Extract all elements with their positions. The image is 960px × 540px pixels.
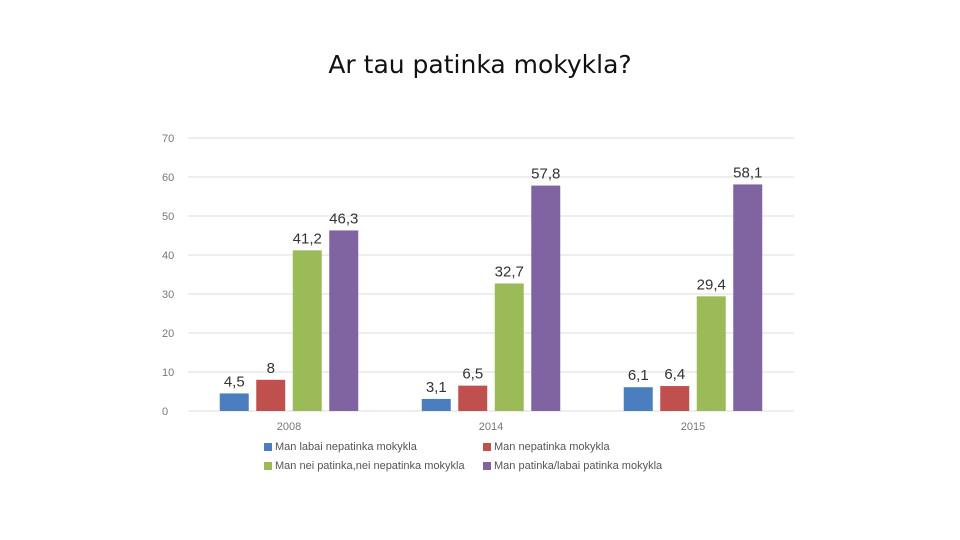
y-tick-label: 70	[162, 133, 174, 145]
bar	[733, 184, 763, 411]
bar	[696, 296, 726, 411]
data-label: 6,4	[664, 366, 685, 383]
x-tick-label: 2008	[277, 421, 301, 433]
bar	[256, 379, 286, 411]
y-tick-label: 30	[162, 289, 174, 301]
bar	[329, 230, 359, 411]
bar	[660, 386, 690, 411]
legend-swatch	[483, 443, 491, 452]
legend-label: Man labai nepatinka mokykla	[275, 441, 417, 454]
bar	[421, 398, 451, 411]
y-tick-label: 20	[162, 328, 174, 340]
legend-swatch	[264, 462, 272, 471]
bar	[219, 393, 249, 411]
legend-item: Man nei patinka,nei nepatinka mokykla	[264, 460, 465, 472]
y-axis-ticks: 0 10 20 30 40 50 60 70	[162, 133, 174, 418]
data-label: 8	[267, 360, 275, 377]
data-label: 4,5	[224, 373, 245, 390]
bars	[219, 184, 763, 411]
bar	[623, 387, 653, 411]
slide-title: Ar tau patinka mokykla?	[328, 50, 632, 79]
x-tick-label: 2014	[479, 421, 503, 433]
data-label: 32,7	[495, 263, 524, 280]
legend-item: Man nepatinka mokykla	[483, 441, 610, 453]
gridlines	[188, 137, 794, 412]
y-tick-label: 10	[162, 367, 174, 379]
y-tick-label: 60	[162, 172, 174, 184]
bar	[292, 250, 322, 411]
data-label: 29,4	[697, 276, 726, 293]
data-label: 58,1	[733, 164, 762, 181]
bar	[494, 283, 524, 411]
legend-swatch	[483, 462, 491, 471]
data-labels: 4,5 8 41,2 46,3 3,1 6,5 32,7 57,8 6,1 6,4 29,4 58,1	[224, 164, 763, 396]
data-label: 57,8	[531, 166, 560, 183]
data-label: 41,2	[293, 230, 322, 247]
legend-item: Man patinka/labai patinka mokykla	[483, 460, 662, 472]
legend-item: Man labai nepatinka mokykla	[264, 441, 417, 453]
bar	[458, 385, 488, 411]
x-tick-label: 2015	[681, 421, 705, 433]
legend-swatch	[264, 443, 272, 452]
data-label: 6,5	[462, 366, 483, 383]
x-axis-categories: 2008 2014 2015	[277, 421, 705, 433]
y-tick-label: 40	[162, 250, 174, 262]
y-tick-label: 50	[162, 211, 174, 223]
legend-label: Man nepatinka mokykla	[494, 441, 610, 454]
data-label: 3,1	[426, 379, 447, 396]
data-label: 6,1	[628, 367, 649, 384]
legend-label: Man nei patinka,nei nepatinka mokykla	[275, 460, 465, 473]
y-tick-label: 0	[162, 406, 168, 418]
legend-label: Man patinka/labai patinka mokykla	[494, 460, 663, 473]
data-label: 46,3	[329, 210, 358, 227]
bar	[531, 185, 561, 411]
